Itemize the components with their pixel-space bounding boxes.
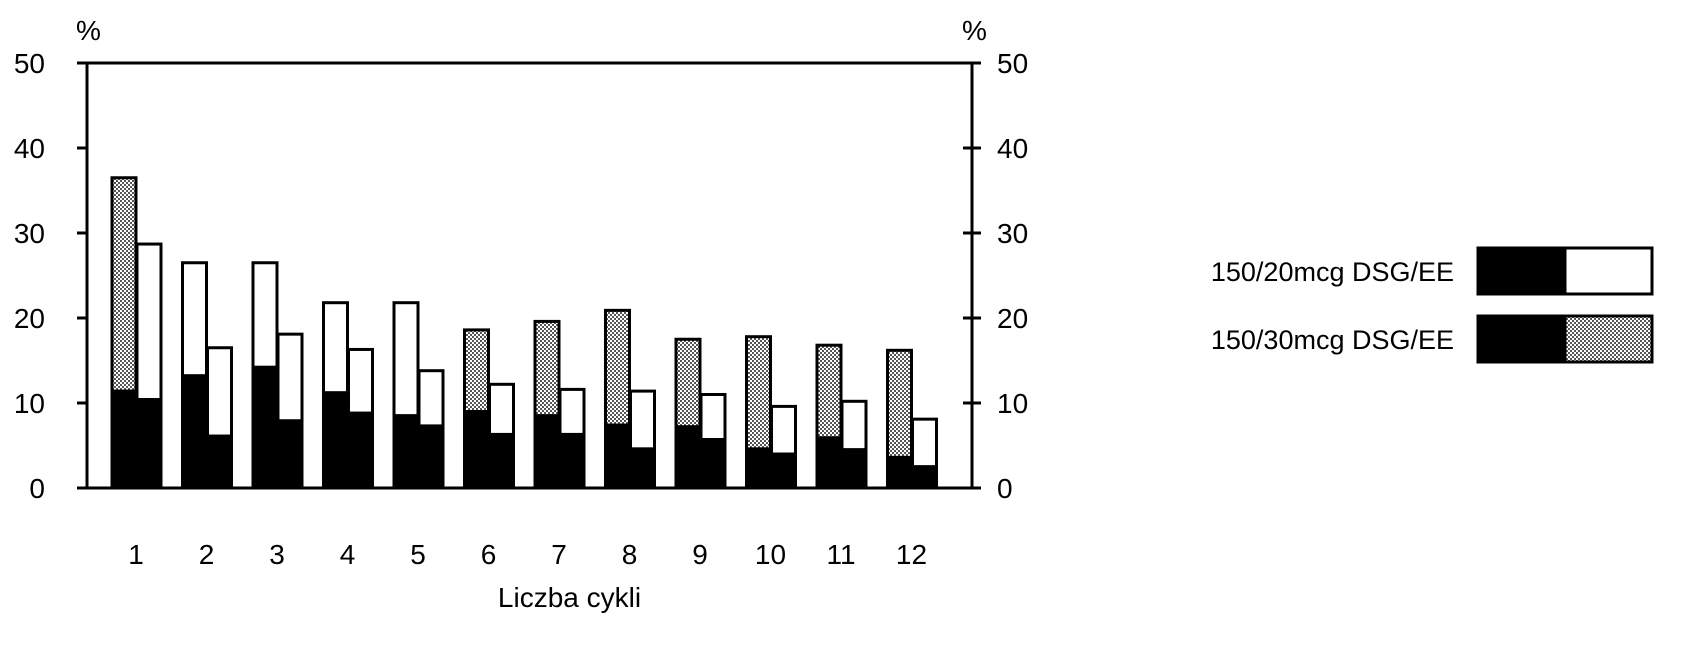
- x-tick-label: 7: [551, 539, 567, 570]
- bar-dark-segment: [815, 436, 843, 490]
- bar-upper-segment: [840, 399, 868, 452]
- bar-upper-segment: [558, 387, 586, 436]
- bar-dark-segment: [629, 447, 656, 490]
- bar-dark-segment: [392, 414, 420, 490]
- bar-dark-segment: [322, 391, 349, 490]
- legend-entry: 150/30mcg DSG/EE: [1211, 314, 1654, 364]
- bar-dark-segment: [699, 438, 727, 490]
- legend-entry: 150/20mcg DSG/EE: [1211, 246, 1654, 296]
- bar-upper-segment: [629, 389, 656, 451]
- legend-swatch-left: [1476, 314, 1567, 364]
- bar-upper-segment: [276, 332, 304, 423]
- bars: [110, 176, 938, 490]
- right-tick-label: 10: [997, 388, 1028, 419]
- legend-swatch-left: [1476, 246, 1567, 296]
- left-tick-label: 20: [14, 303, 45, 334]
- left-tick-label: 40: [14, 133, 45, 164]
- bar-upper-segment: [533, 319, 561, 418]
- bar-upper-segment: [674, 337, 702, 429]
- bar-dark-segment: [251, 365, 279, 490]
- bar-dark-segment: [770, 452, 797, 490]
- bar-upper-segment: [110, 176, 138, 393]
- bar-dark-segment: [110, 389, 138, 490]
- legend: 150/20mcg DSG/EE 150/30mcg DSG/EE: [1211, 246, 1654, 364]
- bar-dark-segment: [276, 419, 304, 490]
- bar-upper-segment: [604, 308, 631, 427]
- bar-upper-segment: [347, 347, 374, 415]
- x-tick-label: 2: [199, 539, 215, 570]
- x-tick-label: 5: [410, 539, 426, 570]
- x-tick-label: 10: [755, 539, 786, 570]
- bar-upper-segment: [815, 343, 843, 440]
- bar-dark-segment: [417, 424, 445, 490]
- legend-label: 150/30mcg DSG/EE: [1211, 325, 1454, 355]
- bar-dark-segment: [558, 432, 586, 490]
- x-tick-label: 12: [896, 539, 927, 570]
- bar-upper-segment: [886, 348, 913, 459]
- legend-swatch-right: [1563, 246, 1654, 296]
- bar-dark-segment: [135, 398, 163, 490]
- bar-dark-segment: [886, 455, 913, 490]
- right-tick-label: 20: [997, 303, 1028, 334]
- bar-dark-segment: [745, 447, 772, 490]
- bar-dark-segment: [604, 423, 631, 490]
- right-tick-label: 50: [997, 48, 1028, 79]
- left-tick-label: 50: [14, 48, 45, 79]
- legend-label: 150/20mcg DSG/EE: [1211, 257, 1454, 287]
- bar-upper-segment: [745, 335, 772, 451]
- bar-dark-segment: [347, 411, 374, 490]
- right-tick-label: 30: [997, 218, 1028, 249]
- x-axis-ticks: 1 2 3 4 5 6 7 8 9 10 11 12: [128, 539, 927, 570]
- bar-upper-segment: [911, 417, 938, 469]
- x-tick-label: 1: [128, 539, 144, 570]
- left-tick-label: 10: [14, 388, 45, 419]
- right-tick-label: 40: [997, 133, 1028, 164]
- x-tick-label: 11: [826, 539, 855, 570]
- x-tick-label: 9: [692, 539, 708, 570]
- bar-upper-segment: [135, 242, 163, 402]
- bar-upper-segment: [181, 261, 208, 378]
- left-tick-label: 30: [14, 218, 45, 249]
- bar-dark-segment: [488, 432, 515, 490]
- x-tick-label: 6: [481, 539, 497, 570]
- left-axis-unit: %: [76, 15, 101, 46]
- x-tick-label: 8: [622, 539, 638, 570]
- legend-swatch-right: [1563, 314, 1654, 364]
- x-tick-label: 3: [269, 539, 285, 570]
- bar-dark-segment: [463, 410, 490, 490]
- bar-upper-segment: [699, 393, 727, 442]
- bar-dark-segment: [911, 465, 938, 490]
- left-tick-label: 0: [29, 473, 45, 504]
- bar-upper-segment: [206, 346, 233, 438]
- right-tick-label: 0: [997, 473, 1013, 504]
- bar-upper-segment: [322, 301, 349, 395]
- bar-dark-segment: [674, 425, 702, 490]
- x-axis-label: Liczba cykli: [498, 582, 641, 613]
- x-tick-label: 4: [340, 539, 356, 570]
- bar-upper-segment: [488, 382, 515, 436]
- bar-dark-segment: [840, 448, 868, 490]
- y-axis-ticks: 0 0 10 10 20 20 30 30 40 40 50 50: [14, 48, 1028, 504]
- bar-upper-segment: [463, 328, 490, 413]
- bar-dark-segment: [533, 414, 561, 490]
- bar-upper-segment: [251, 261, 279, 369]
- right-axis-unit: %: [962, 15, 987, 46]
- bar-upper-segment: [770, 404, 797, 456]
- bar-upper-segment: [392, 301, 420, 418]
- bar-dark-segment: [206, 434, 233, 490]
- bar-dark-segment: [181, 374, 208, 490]
- bar-upper-segment: [417, 369, 445, 428]
